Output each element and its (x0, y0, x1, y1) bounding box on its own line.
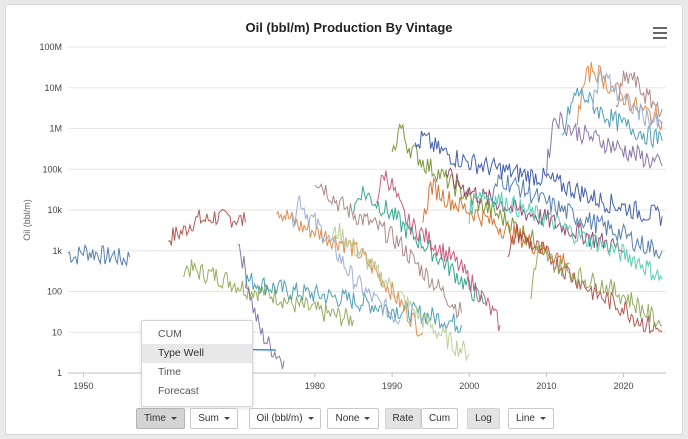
series-line (314, 183, 462, 320)
series-line (67, 243, 131, 267)
time-dropdown-menu: CUM Type Well Time Forecast (141, 320, 253, 407)
y-tick-label: 1M (49, 124, 62, 134)
series-line (592, 68, 663, 129)
dropdown-item-cum[interactable]: CUM (158, 328, 182, 340)
series-line (414, 130, 663, 226)
sum-button-label: Sum (198, 413, 219, 424)
y-tick-label: 10 (52, 327, 62, 337)
dropdown-item-type-well[interactable]: Type Well (142, 344, 252, 363)
y-tick-label: 1 (57, 368, 62, 378)
series-line (291, 195, 401, 325)
unit-button-label: Oil (bbl/m) (256, 413, 303, 424)
dropdown-item-time[interactable]: Time (158, 366, 181, 378)
line-dropdown-button[interactable]: Line (508, 408, 554, 429)
x-tick-label: 2000 (459, 381, 479, 391)
series-line (376, 170, 501, 332)
line-button-label: Line (516, 413, 535, 424)
series-line (530, 244, 663, 327)
chart-title: Oil (bbl/m) Production By Vintage (245, 20, 452, 35)
x-tick-label: 2010 (536, 381, 556, 391)
series-line (245, 272, 462, 334)
series-line (422, 176, 570, 270)
unit-dropdown-button[interactable]: Oil (bbl/m) (249, 408, 321, 429)
log-button-label: Log (475, 413, 492, 424)
y-tick-label: 10M (44, 83, 62, 93)
dropdown-item-forecast[interactable]: Forecast (158, 385, 199, 397)
series-line (353, 186, 485, 305)
y-axis-label: Oil (bbl/m) (22, 199, 32, 241)
y-tick-label: 1k (52, 246, 62, 256)
series-line (275, 209, 424, 337)
cum-toggle-button[interactable]: Cum (421, 408, 458, 429)
chevron-down-icon (223, 416, 230, 420)
sum-dropdown-button[interactable]: Sum (190, 408, 238, 429)
time-dropdown-button[interactable]: Time (136, 408, 185, 429)
y-tick-label: 100 (47, 287, 62, 297)
series-line (491, 174, 663, 260)
series-line (561, 87, 663, 149)
production-chart: Oil (bbl/m) Production By Vintage Oil (b… (22, 20, 666, 391)
none-dropdown-button[interactable]: None (327, 408, 379, 429)
y-tick-label: 100k (42, 164, 62, 174)
cum-button-label: Cum (428, 413, 451, 424)
series-line (545, 110, 663, 179)
rate-toggle-button[interactable]: Rate (385, 408, 421, 429)
rate-button-label: Rate (392, 413, 414, 424)
y-axis-ticks: 1 10 100 1k 10k 100k 1M 10M 100M (39, 42, 62, 378)
hamburger-menu-icon[interactable] (653, 27, 667, 39)
log-toggle-button[interactable]: Log (467, 408, 500, 429)
x-tick-label: 1990 (382, 381, 402, 391)
chevron-down-icon (364, 416, 371, 420)
time-button-label: Time (144, 413, 166, 424)
x-tick-label: 2020 (614, 381, 634, 391)
chevron-down-icon (539, 416, 546, 420)
series-lines (67, 61, 663, 369)
series-line (237, 244, 285, 369)
y-tick-label: 100M (39, 42, 62, 52)
x-tick-label: 1950 (73, 381, 93, 391)
series-line (329, 223, 470, 362)
series-line (168, 208, 246, 246)
chart-panel: Oil (bbl/m) Production By Vintage Oil (b… (5, 4, 683, 435)
none-button-label: None (335, 413, 360, 424)
series-line (468, 190, 663, 282)
y-tick-label: 10k (47, 205, 62, 215)
chevron-down-icon (307, 416, 314, 420)
x-tick-label: 1980 (305, 381, 325, 391)
series-line (507, 223, 663, 335)
chevron-down-icon (170, 416, 177, 420)
series-line (615, 70, 663, 118)
